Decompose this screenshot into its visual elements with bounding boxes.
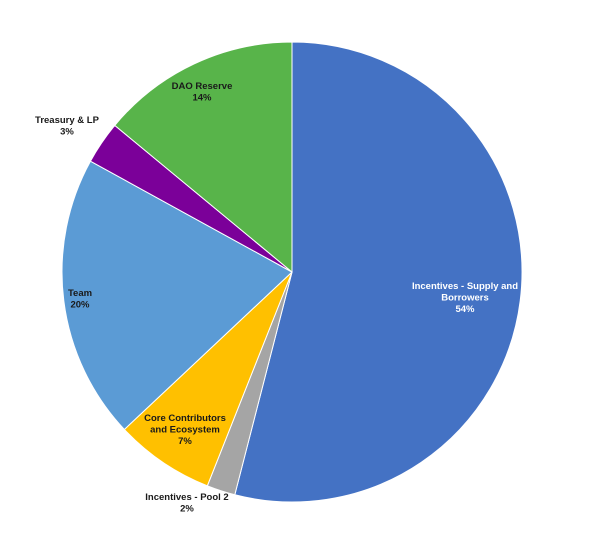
slice-percent: 3%: [60, 126, 74, 137]
slice-percent: 54%: [455, 304, 475, 315]
slice-name-line: and Ecosystem: [150, 425, 220, 436]
pie-labels: Incentives - Supply and Borrowers 54%Incen…: [35, 81, 518, 515]
slice-name-line: Team: [68, 288, 92, 299]
slice-percent: 2%: [180, 503, 194, 514]
slice-label-core-contributors-and-ecosystem: Core Contributors and Ecosystem 7%: [144, 413, 226, 447]
slice-label-dao-reserve: DAO Reserve 14%: [172, 81, 233, 104]
slice-name-line: Incentives - Supply and: [412, 281, 518, 292]
slice-name-line: Incentives - Pool 2: [145, 492, 228, 503]
slice-percent: 20%: [70, 299, 90, 310]
slice-label-incentives-pool-2: Incentives - Pool 2 2%: [145, 492, 228, 515]
slice-name-line: Borrowers: [441, 293, 489, 304]
slice-percent: 7%: [178, 436, 192, 447]
slice-label-team: Team 20%: [68, 288, 92, 311]
slice-name-line: Core Contributors: [144, 413, 226, 424]
pie-slice-team: [61, 160, 293, 431]
pie-slice-incentives-supply-and-borrowers: [234, 41, 523, 503]
slice-name-line: DAO Reserve: [172, 81, 233, 92]
pie-slice-core-contributors-and-ecosystem: [123, 271, 293, 487]
slice-percent: 14%: [192, 92, 212, 103]
slice-label-incentives-supply-and-borrowers: Incentives - Supply and Borrowers 54%: [412, 281, 518, 315]
slice-name-line: Treasury & LP: [35, 115, 100, 126]
pie-slices: [61, 41, 523, 503]
slice-label-treasury-lp: Treasury & LP 3%: [35, 115, 100, 138]
pie-slice-dao-reserve: [114, 41, 293, 274]
